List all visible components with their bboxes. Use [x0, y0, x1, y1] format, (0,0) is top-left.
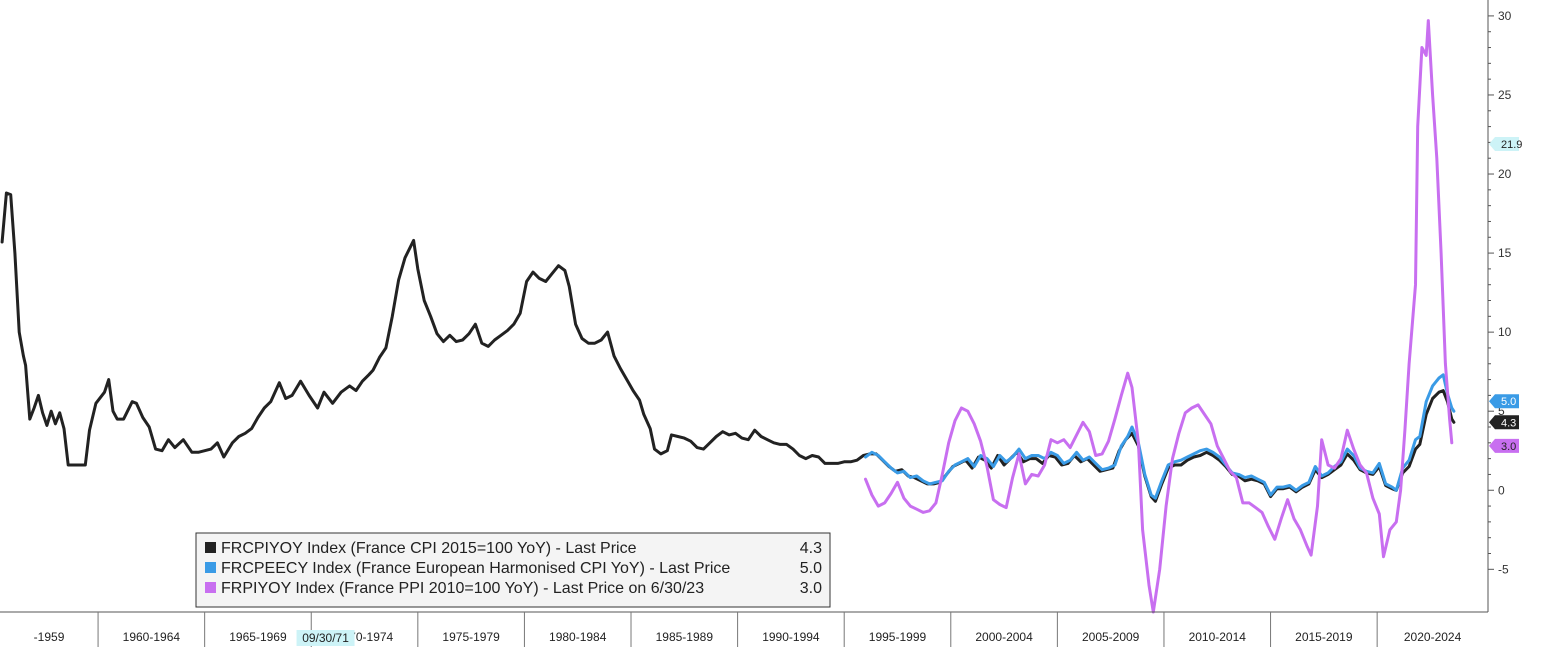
x-tick-label: 1960-1964 — [123, 630, 181, 644]
legend: FRCPIYOY Index (France CPI 2015=100 YoY)… — [195, 532, 831, 608]
value-tag-bg — [1489, 415, 1519, 430]
cursor-date-label: 09/30/71 — [302, 631, 349, 645]
x-tick-label: 2000-2004 — [975, 630, 1033, 644]
legend-value-2: 3.0 — [800, 580, 822, 597]
series-line-2 — [864, 19, 1454, 614]
series-line-1 — [864, 373, 1456, 500]
legend-value-0: 4.3 — [800, 540, 822, 557]
value-tag-bg — [1489, 394, 1519, 409]
x-tick-label: 1965-1969 — [229, 630, 287, 644]
cursor-date-tag-bg — [296, 630, 355, 646]
series-line-0 — [0, 191, 1456, 503]
x-tick-label: 1975-1979 — [442, 630, 500, 644]
legend-entry-1: FRCPEECY Index (France European Harmonis… — [221, 560, 730, 577]
value-tag-bg — [1489, 136, 1519, 151]
y-tick-label: 20 — [1498, 167, 1512, 181]
x-tick-label: 2005-2009 — [1082, 630, 1140, 644]
value-tag-label: 4.3 — [1501, 417, 1516, 429]
series-layer — [0, 19, 1456, 614]
plot-area — [0, 19, 1456, 614]
value-tag-label: 21.9 — [1501, 139, 1522, 151]
x-tick-label: 2020-2024 — [1404, 630, 1462, 644]
y-tick-label: 30 — [1498, 9, 1512, 23]
x-tick-label: 2010-2014 — [1189, 630, 1247, 644]
y-tick-label: 15 — [1498, 246, 1512, 260]
x-tick-label: 1985-1989 — [656, 630, 714, 644]
value-tag-label: 3.0 — [1501, 441, 1516, 453]
y-tick-label: -5 — [1498, 562, 1509, 576]
y-axis-value-tags: 21.9 5.0 4.3 3.0 — [1489, 136, 1522, 453]
value-tag: 3.0 — [1489, 438, 1519, 453]
value-tag: 21.9 — [1489, 136, 1522, 151]
value-tag-label: 5.0 — [1501, 396, 1516, 408]
legend-swatch-0 — [205, 542, 216, 553]
x-tick-label: 2015-2019 — [1295, 630, 1353, 644]
legend-swatch-2 — [205, 582, 216, 593]
value-tag: 4.3 — [1489, 415, 1519, 430]
x-tick-label: 1990-1994 — [762, 630, 820, 644]
x-tick-label: 1995-1999 — [869, 630, 927, 644]
legend-entry-0: FRCPIYOY Index (France CPI 2015=100 YoY)… — [221, 540, 637, 557]
cursor-date-tag: 09/30/71 — [296, 630, 355, 646]
x-tick-label: 1980-1984 — [549, 630, 607, 644]
legend-entry-2: FRPIYOY Index (France PPI 2010=100 YoY) … — [221, 580, 704, 597]
x-tick-label: -1959 — [34, 630, 65, 644]
legend-swatch-1 — [205, 562, 216, 573]
value-tag-bg — [1489, 438, 1519, 453]
axis-layer: 30 25 20 15 10 5 0 -5 — [1487, 0, 1512, 612]
y-tick-label: 10 — [1498, 325, 1512, 339]
y-tick-label: 0 — [1498, 483, 1505, 497]
x-axis: -1959 1960-1964 1965-1969 1970-1974 1975-197… — [0, 611, 1488, 647]
y-tick-label: 25 — [1498, 88, 1512, 102]
legend-value-1: 5.0 — [800, 560, 822, 577]
y-tick-label: 5 — [1498, 404, 1505, 418]
legend-box — [195, 532, 831, 608]
value-tag: 5.0 — [1489, 394, 1519, 409]
